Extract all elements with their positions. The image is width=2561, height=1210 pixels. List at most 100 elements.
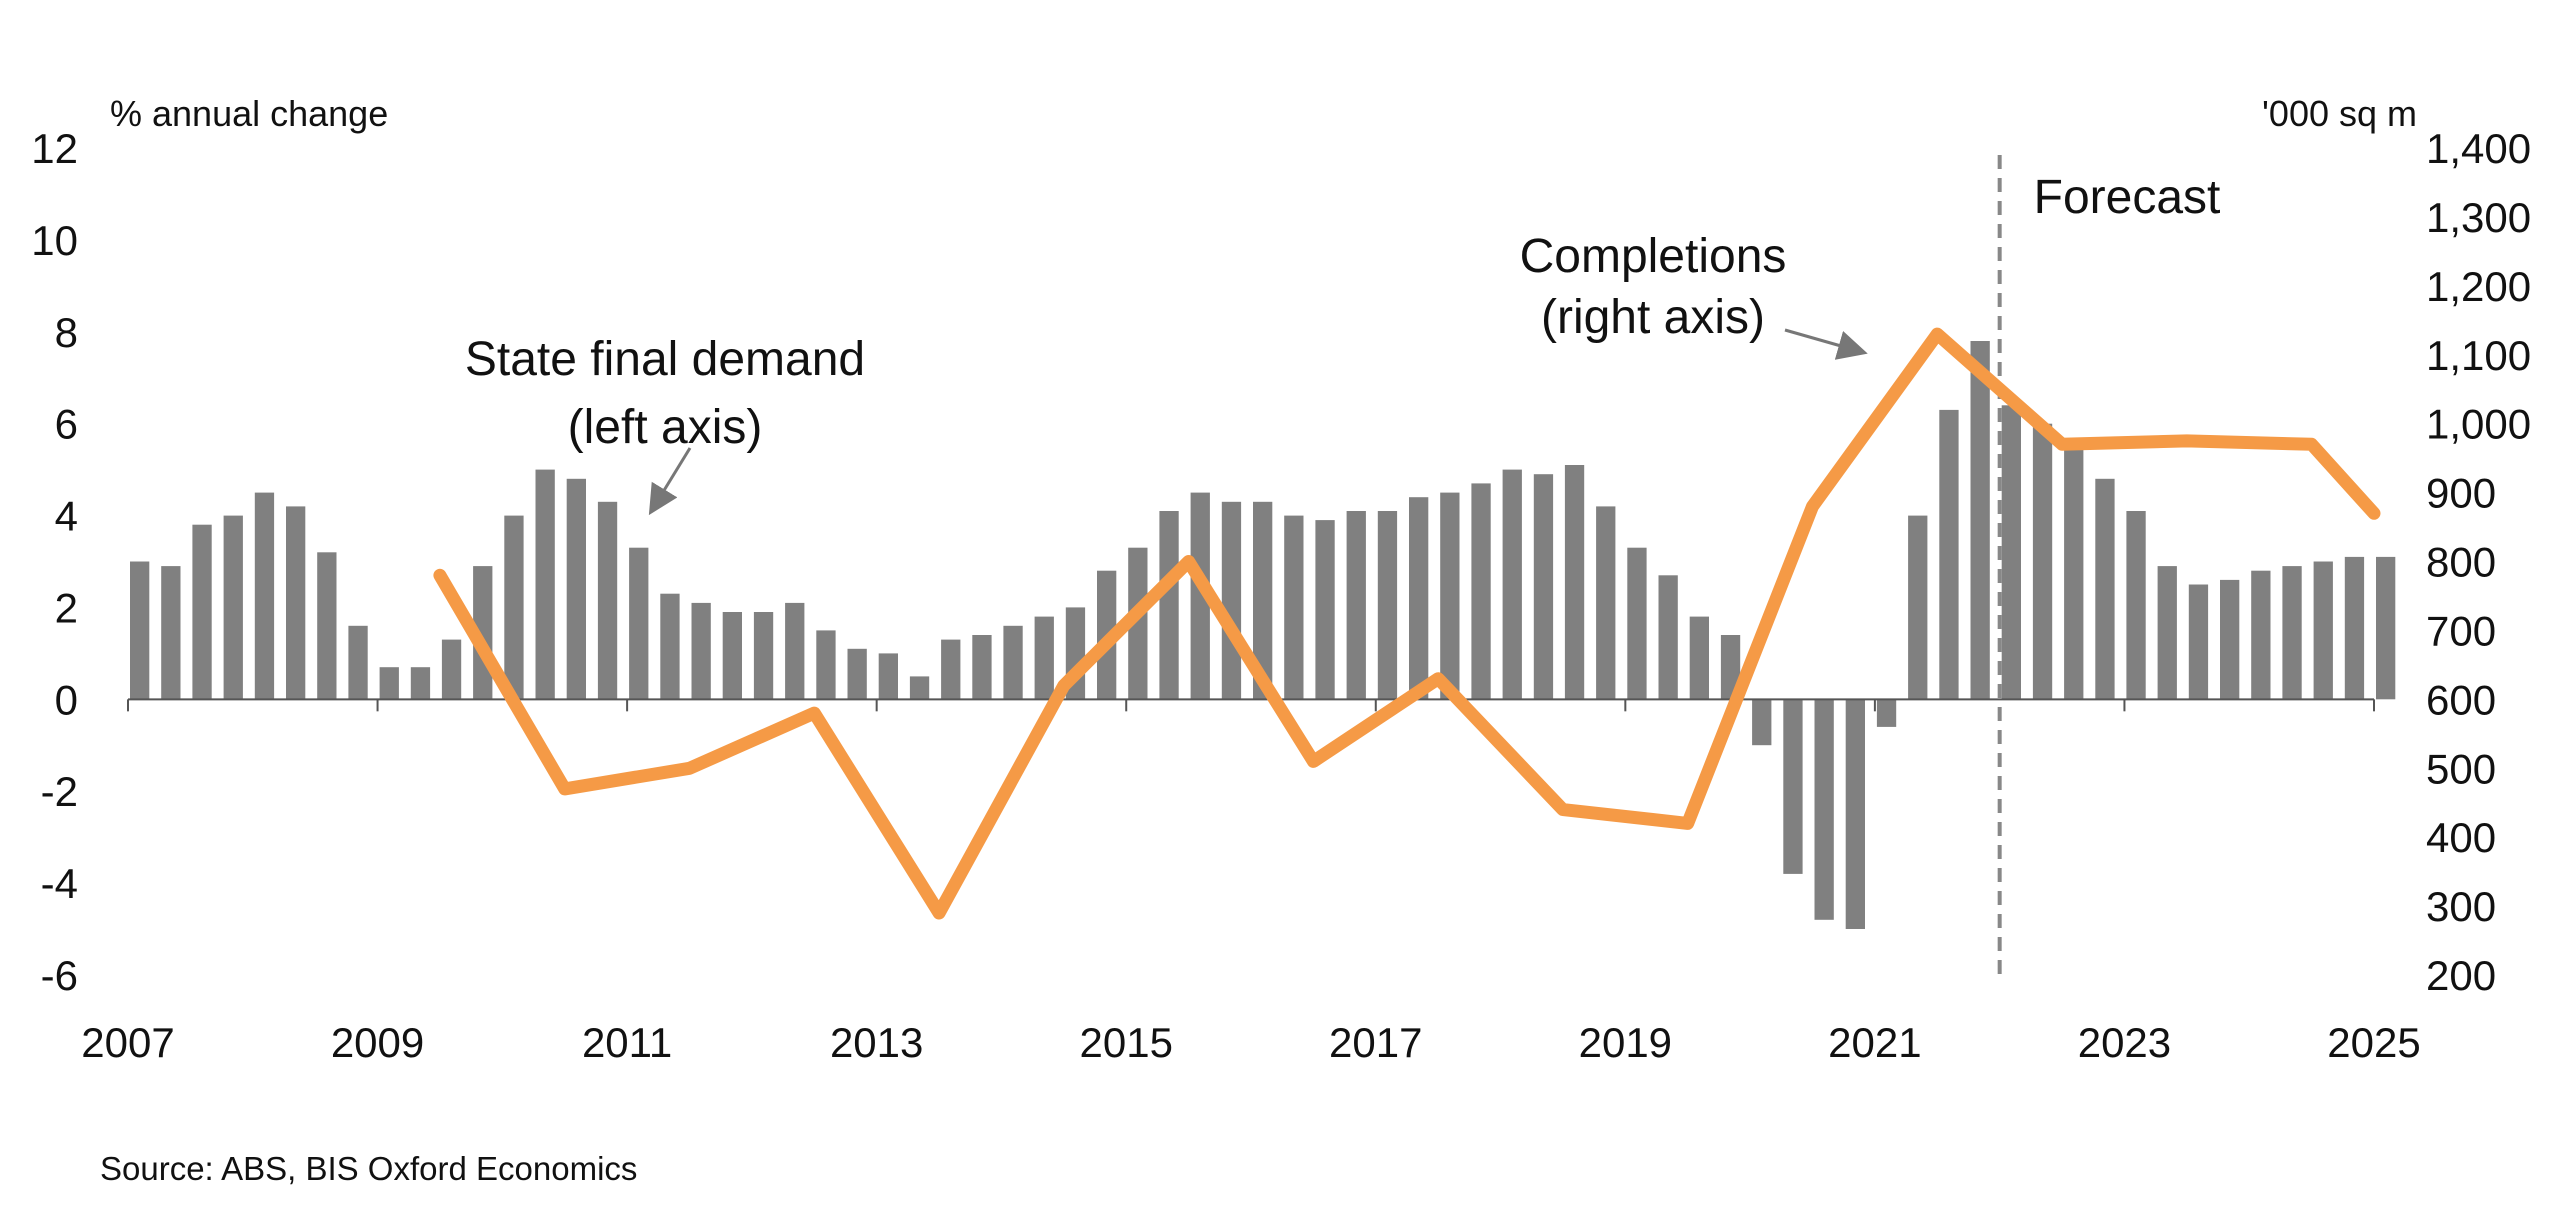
sfd-bar <box>1783 699 1803 874</box>
sfd-bar <box>816 630 836 700</box>
sfd-bar <box>660 593 680 700</box>
right-y-tick-label: 1,000 <box>2426 401 2531 448</box>
x-tick-label: 2013 <box>830 1019 923 1066</box>
sfd-bar <box>1970 341 1990 700</box>
right-y-tick-label: 200 <box>2426 952 2496 999</box>
sfd-bar <box>1720 635 1741 700</box>
sfd-bar <box>223 515 243 700</box>
right-y-tick-label: 1,200 <box>2426 263 2531 310</box>
sfd-annotation-line2: (left axis) <box>568 401 763 454</box>
sfd-bar <box>597 501 618 700</box>
sfd-bar <box>1876 699 1897 727</box>
right-y-tick-label: 1,300 <box>2426 194 2531 241</box>
sfd-bar <box>192 524 212 700</box>
sfd-bar <box>2032 423 2053 700</box>
sfd-bar <box>1689 616 1709 700</box>
sfd-annotation-arrow <box>648 447 692 516</box>
sfd-bar <box>1190 492 1210 700</box>
left-y-tick-label: -6 <box>41 952 78 999</box>
sfd-bar <box>161 566 181 700</box>
sfd-bar <box>1253 501 1273 700</box>
left-y-tick-label: 2 <box>55 584 78 631</box>
right-y-tick-label: 1,100 <box>2426 332 2531 379</box>
sfd-bar <box>2313 561 2333 700</box>
sfd-bar <box>1159 511 1179 700</box>
state-final-demand-series <box>130 341 2396 929</box>
sfd-bar <box>941 639 961 700</box>
sfd-bar <box>566 478 586 700</box>
x-tick-label: 2019 <box>1579 1019 1672 1066</box>
x-axis: 2007 2009 2011 2013 2015 2017 2019 2021 2023 2025 <box>81 698 2421 1066</box>
left-axis-label: % annual change <box>110 93 388 134</box>
x-tick-label: 2025 <box>2327 1019 2420 1066</box>
sfd-annotation-line1: State final demand <box>465 333 865 386</box>
x-tick-label: 2015 <box>1080 1019 1173 1066</box>
sfd-bar <box>1908 515 1928 700</box>
x-tick-label: 2017 <box>1329 1019 1422 1066</box>
sfd-bar <box>2282 566 2302 700</box>
sfd-bar <box>1845 699 1865 929</box>
right-y-axis: 1,400 1,300 1,200 1,100 1,000 900 800 700 600 500… <box>2426 125 2531 999</box>
x-tick-label: 2007 <box>81 1019 174 1066</box>
sfd-bar <box>1315 520 1335 700</box>
left-y-tick-label: 10 <box>31 217 78 264</box>
sfd-bar <box>1034 616 1054 700</box>
sfd-bar <box>348 625 368 700</box>
sfd-bar <box>410 667 431 700</box>
left-y-tick-label: 8 <box>55 309 78 356</box>
sfd-bar <box>909 676 930 700</box>
sfd-bar <box>2095 478 2115 700</box>
x-tick-label: 2009 <box>331 1019 424 1066</box>
sfd-bar <box>1128 547 1148 700</box>
sfd-bar <box>286 506 306 700</box>
left-y-tick-label: 4 <box>55 493 78 540</box>
sfd-bar <box>1377 511 1398 700</box>
sfd-bar <box>1440 492 1460 700</box>
sfd-bar <box>785 602 805 700</box>
sfd-bar <box>1596 506 1616 700</box>
sfd-bar <box>2251 570 2271 700</box>
left-y-tick-label: -2 <box>41 768 78 815</box>
forecast-label: Forecast <box>2034 171 2221 224</box>
right-y-tick-label: 900 <box>2426 470 2496 517</box>
completions-annotation-line1: Completions <box>1520 230 1787 283</box>
left-y-tick-label: 0 <box>55 676 78 723</box>
sfd-bar <box>379 667 399 700</box>
sfd-bar <box>1346 511 1366 700</box>
right-y-tick-label: 400 <box>2426 814 2496 861</box>
sfd-bar <box>2376 556 2396 700</box>
sfd-bar <box>441 639 462 700</box>
left-y-tick-label: -4 <box>41 860 78 907</box>
sfd-bar <box>1939 409 1959 700</box>
left-y-tick-label: 6 <box>55 401 78 448</box>
sfd-bar <box>1752 699 1772 746</box>
sfd-bar <box>1658 575 1678 700</box>
sfd-bar <box>629 547 649 700</box>
sfd-bar <box>1814 699 1834 920</box>
sfd-bar <box>722 612 742 700</box>
right-y-tick-label: 700 <box>2426 607 2496 654</box>
right-axis-label: '000 sq m <box>2262 93 2417 134</box>
sfd-bar <box>1284 515 1304 700</box>
left-y-tick-label: 12 <box>31 125 78 172</box>
sfd-bar <box>2344 556 2365 700</box>
sfd-bar <box>535 469 555 700</box>
sfd-bar <box>878 653 898 700</box>
right-y-tick-label: 1,400 <box>2426 125 2531 172</box>
x-tick-label: 2011 <box>582 1019 672 1066</box>
sfd-bar <box>1502 469 1522 700</box>
sfd-bar <box>1003 625 1023 700</box>
source-note: Source: ABS, BIS Oxford Economics <box>100 1150 637 1187</box>
right-y-tick-label: 800 <box>2426 539 2496 586</box>
sfd-bar <box>2188 584 2209 700</box>
sfd-bar <box>2064 446 2084 700</box>
sfd-bar <box>130 561 150 700</box>
sfd-bar <box>317 552 337 700</box>
right-y-tick-label: 500 <box>2426 745 2496 792</box>
sfd-bar <box>2157 566 2177 700</box>
sfd-bar <box>972 635 992 700</box>
sfd-bar <box>691 602 711 700</box>
sfd-bar <box>1471 483 1491 700</box>
